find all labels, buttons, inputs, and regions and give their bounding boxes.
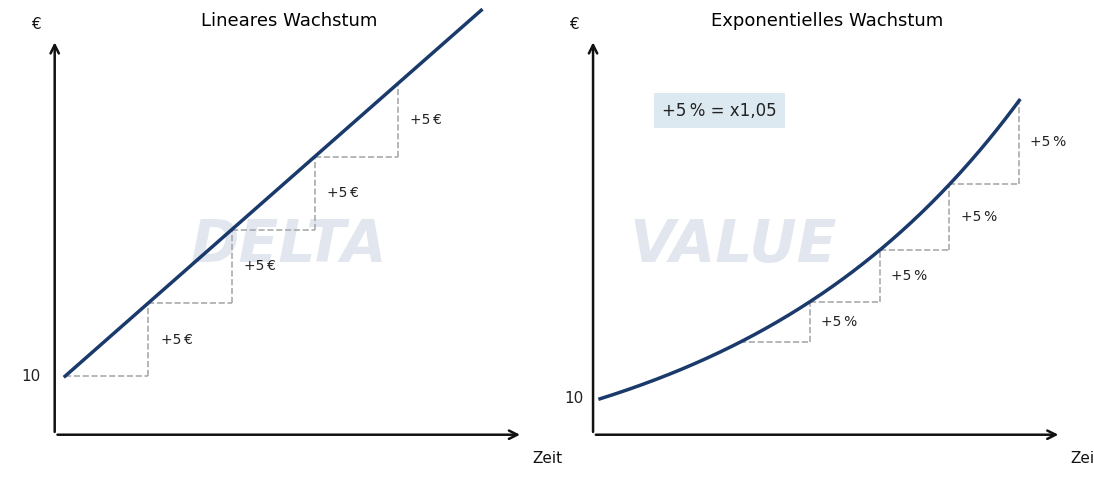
Text: 10: 10	[565, 391, 583, 406]
Text: +5 %: +5 %	[961, 210, 997, 224]
Text: +5 €: +5 €	[244, 259, 276, 273]
Title: Exponentielles Wachstum: Exponentielles Wachstum	[711, 12, 943, 30]
Text: €: €	[31, 17, 40, 32]
Text: Zeit: Zeit	[1071, 451, 1094, 465]
Text: +5 %: +5 %	[891, 269, 927, 283]
Text: €: €	[570, 17, 579, 32]
Text: 10: 10	[21, 369, 40, 384]
Title: Lineares Wachstum: Lineares Wachstum	[200, 12, 377, 30]
Text: +5 €: +5 €	[161, 332, 193, 347]
Text: Zeit: Zeit	[532, 451, 562, 465]
Text: +5 % = x1,05: +5 % = x1,05	[662, 102, 777, 120]
Text: +5 %: +5 %	[1031, 135, 1067, 150]
Text: +5 €: +5 €	[410, 113, 442, 127]
Text: +5 %: +5 %	[820, 315, 857, 329]
Text: +5 €: +5 €	[327, 186, 359, 200]
Text: VALUE: VALUE	[630, 216, 837, 274]
Text: DELTA: DELTA	[190, 216, 387, 274]
